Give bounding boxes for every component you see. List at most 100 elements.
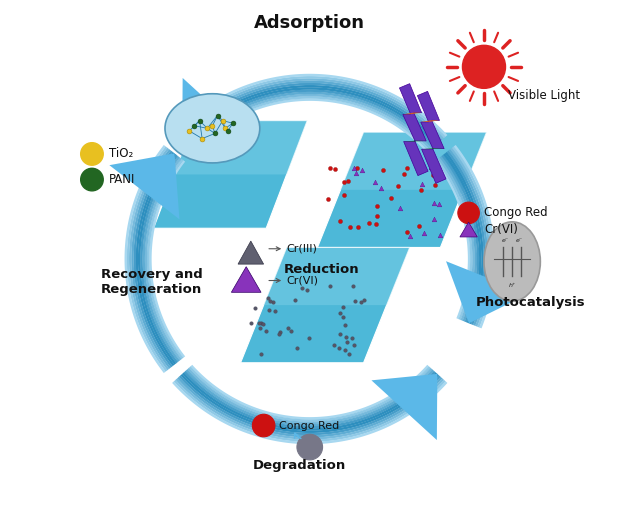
- Polygon shape: [340, 132, 486, 190]
- Point: [275, 328, 285, 337]
- Point: [323, 195, 333, 204]
- Point: [270, 307, 280, 315]
- Text: Congo Red: Congo Red: [484, 206, 548, 220]
- Point: [285, 327, 296, 335]
- Point: [195, 117, 205, 125]
- Point: [352, 164, 362, 172]
- Point: [348, 282, 358, 290]
- Point: [329, 341, 339, 349]
- Point: [197, 135, 207, 143]
- Point: [335, 309, 346, 317]
- Point: [246, 319, 256, 327]
- Point: [264, 306, 274, 314]
- Point: [255, 324, 265, 333]
- Text: Congo Red: Congo Red: [279, 421, 339, 430]
- Point: [399, 170, 410, 178]
- Point: [386, 194, 396, 203]
- Point: [401, 228, 412, 236]
- Point: [184, 127, 195, 135]
- Point: [296, 284, 307, 292]
- Polygon shape: [182, 78, 248, 144]
- Text: Degradation: Degradation: [253, 458, 346, 471]
- Point: [378, 166, 388, 174]
- Point: [430, 181, 440, 189]
- Point: [419, 229, 429, 237]
- Point: [189, 122, 200, 130]
- Point: [207, 122, 218, 130]
- Point: [344, 350, 355, 358]
- Point: [357, 166, 367, 175]
- Circle shape: [297, 434, 323, 460]
- Point: [324, 282, 335, 291]
- Point: [349, 341, 360, 349]
- Polygon shape: [238, 241, 264, 264]
- Text: e⁻: e⁻: [516, 238, 523, 243]
- Circle shape: [252, 414, 275, 437]
- Point: [358, 296, 369, 304]
- Point: [261, 326, 271, 335]
- Point: [212, 111, 223, 120]
- Point: [345, 223, 355, 232]
- Point: [435, 231, 445, 239]
- Point: [250, 304, 260, 312]
- Point: [376, 184, 386, 192]
- Text: e⁻: e⁻: [501, 238, 509, 243]
- Point: [428, 198, 438, 207]
- Point: [218, 117, 228, 125]
- Circle shape: [463, 45, 506, 89]
- Point: [342, 177, 353, 185]
- Point: [428, 171, 438, 179]
- Circle shape: [81, 168, 103, 191]
- Point: [255, 319, 266, 327]
- Text: Cr(III): Cr(III): [287, 244, 317, 254]
- Point: [254, 319, 264, 327]
- Point: [223, 127, 233, 135]
- Text: Cr(VI): Cr(VI): [484, 223, 518, 236]
- Point: [303, 334, 314, 342]
- Point: [404, 232, 415, 240]
- Ellipse shape: [165, 94, 260, 163]
- Point: [210, 130, 220, 138]
- Point: [426, 163, 436, 171]
- Point: [353, 222, 364, 231]
- Point: [341, 337, 351, 346]
- Point: [301, 286, 312, 294]
- Point: [351, 168, 361, 177]
- Point: [401, 164, 412, 172]
- Polygon shape: [241, 248, 410, 363]
- Text: Reduction: Reduction: [284, 263, 360, 276]
- Polygon shape: [264, 248, 410, 305]
- Point: [349, 164, 359, 172]
- Point: [290, 295, 300, 304]
- Polygon shape: [317, 132, 486, 248]
- Point: [334, 344, 344, 352]
- Text: h⁺: h⁺: [509, 283, 516, 288]
- Text: TiO₂: TiO₂: [109, 148, 133, 161]
- Point: [335, 217, 346, 225]
- Polygon shape: [403, 112, 422, 114]
- Point: [335, 330, 345, 339]
- Point: [265, 297, 275, 306]
- Point: [429, 215, 440, 223]
- Text: Photocatalysis: Photocatalysis: [476, 296, 585, 309]
- Text: Visible Light: Visible Light: [508, 89, 580, 102]
- Point: [434, 200, 444, 209]
- Point: [259, 320, 269, 328]
- Text: Cr(VI): Cr(VI): [287, 276, 319, 285]
- Polygon shape: [371, 374, 437, 440]
- Polygon shape: [154, 121, 307, 228]
- Point: [202, 124, 212, 133]
- Point: [291, 344, 301, 352]
- Point: [350, 297, 360, 305]
- Polygon shape: [231, 267, 261, 292]
- Point: [338, 303, 348, 311]
- Polygon shape: [417, 91, 446, 183]
- Point: [372, 202, 382, 210]
- Text: Recovery and
Regeneration: Recovery and Regeneration: [100, 268, 202, 296]
- Point: [339, 313, 349, 321]
- Circle shape: [81, 142, 103, 165]
- Point: [262, 294, 273, 302]
- Text: PANI: PANI: [109, 173, 135, 186]
- Point: [371, 220, 381, 228]
- Point: [339, 191, 349, 199]
